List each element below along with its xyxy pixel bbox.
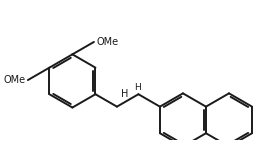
Text: H: H xyxy=(134,83,141,92)
Text: OMe: OMe xyxy=(3,75,25,85)
Text: H: H xyxy=(121,89,128,99)
Text: OMe: OMe xyxy=(97,37,119,47)
